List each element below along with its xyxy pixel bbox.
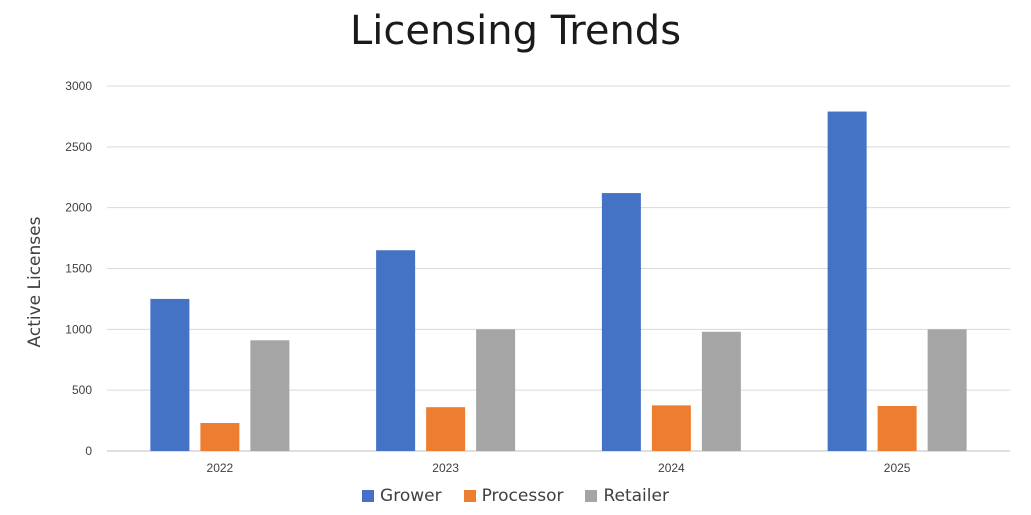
legend-item-retailer: Retailer xyxy=(585,486,669,506)
x-tick-label: 2022 xyxy=(207,461,234,475)
y-tick-label: 1500 xyxy=(65,262,92,276)
bar-grower-2025 xyxy=(827,111,867,452)
legend-item-processor: Processor xyxy=(463,486,564,506)
tick-labels: 0 500 1000 1500 2000 2500 3000 2022 2023 2024 2025 xyxy=(65,79,910,475)
bars xyxy=(150,111,967,452)
y-axis-title: Active Licenses xyxy=(25,216,45,347)
y-tick-label: 2500 xyxy=(65,140,92,154)
legend-label: Retailer xyxy=(603,486,669,506)
bar-retailer-2024 xyxy=(701,331,741,451)
y-tick-label: 3000 xyxy=(65,79,92,93)
bar-processor-2022 xyxy=(200,423,240,451)
chart-title: Licensing Trends xyxy=(349,8,682,54)
y-tick-label: 0 xyxy=(85,444,92,458)
legend-item-grower: Grower xyxy=(362,486,442,506)
bar-retailer-2025 xyxy=(927,329,967,451)
y-tick-label: 2000 xyxy=(65,201,92,215)
y-tick-label: 1000 xyxy=(65,322,92,336)
legend: Grower Processor Retailer xyxy=(0,486,1031,506)
legend-swatch xyxy=(463,490,476,502)
legend-swatch xyxy=(362,490,375,502)
bar-retailer-2022 xyxy=(250,340,290,451)
x-tick-label: 2023 xyxy=(432,461,459,475)
x-tick-label: 2024 xyxy=(658,461,685,475)
gridlines xyxy=(107,85,1010,452)
bar-processor-2024 xyxy=(651,405,691,451)
bar-grower-2023 xyxy=(376,250,416,451)
x-tick-label: 2025 xyxy=(884,461,911,475)
y-tick-label: 500 xyxy=(72,383,92,397)
bar-grower-2024 xyxy=(601,193,641,452)
bar-grower-2022 xyxy=(150,298,190,451)
bar-processor-2023 xyxy=(426,407,466,451)
bar-processor-2025 xyxy=(877,405,917,451)
legend-swatch xyxy=(585,490,598,502)
legend-label: Processor xyxy=(481,486,564,506)
bar-retailer-2023 xyxy=(476,329,516,451)
legend-label: Grower xyxy=(380,486,442,506)
